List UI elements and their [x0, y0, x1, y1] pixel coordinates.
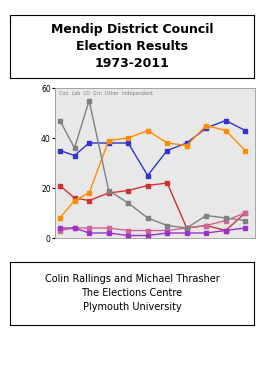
Text: Mendip District Council
Election Results
1973-2011: Mendip District Council Election Results…: [51, 23, 213, 70]
Text: Con  Lab  LD  Grn  Other  Independent: Con Lab LD Grn Other Independent: [59, 91, 153, 96]
Text: Colin Rallings and Michael Thrasher
The Elections Centre
Plymouth University: Colin Rallings and Michael Thrasher The …: [45, 275, 219, 313]
